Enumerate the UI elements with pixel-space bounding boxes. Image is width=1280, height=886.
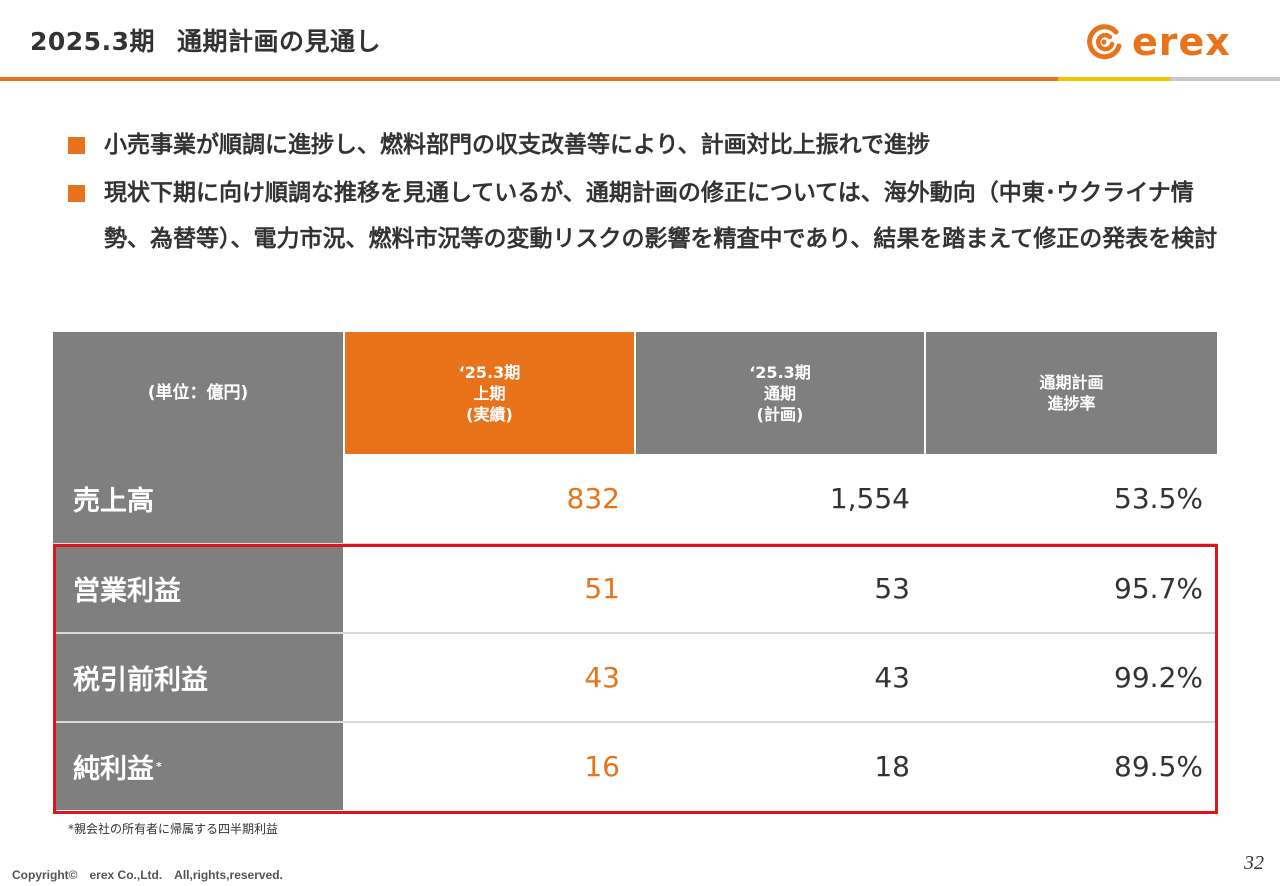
footnote: *親会社の所有者に帰属する四半期利益 [68, 822, 279, 836]
page-title: 2025.3期 通期計画の見通し [30, 22, 381, 58]
rate-value: 53.5% [1114, 482, 1203, 515]
footnote-marker: * [156, 760, 162, 773]
row-label: 売上高 [53, 454, 343, 543]
actual-value: 43 [584, 661, 620, 694]
fiscal-period: 2025.3期 [30, 27, 155, 56]
row-label: 税引前利益 [53, 634, 343, 721]
table-row: 売上高 832 1,554 53.5% [53, 454, 1217, 543]
plan-value: 53 [874, 572, 910, 605]
actual-value: 51 [584, 572, 620, 605]
row-label: 営業利益 [53, 545, 343, 632]
bullet-list: 小売事業が順調に進捗し、燃料部門の収支改善等により、計画対比上振れで進捗 現状下… [68, 122, 1228, 264]
bullet-item: 現状下期に向け順調な推移を見通しているが、通期計画の修正については、海外動向（中… [68, 170, 1228, 262]
bullet-item: 小売事業が順調に進捗し、燃料部門の収支改善等により、計画対比上振れで進捗 [68, 122, 1228, 168]
forecast-table: (単位：億円) ‘25.3期 上期 (実績) ‘25.3期 通期 (計画) 通期… [53, 332, 1217, 810]
erex-logo-icon [1087, 24, 1122, 60]
logo-text: erex [1132, 20, 1231, 64]
progress-rate-header: 通期計画 進捗率 [924, 332, 1217, 454]
title-text: 通期計画の見通し [176, 27, 381, 56]
square-bullet-icon [68, 185, 85, 202]
rate-value: 99.2% [1114, 661, 1203, 694]
bullet-text: 現状下期に向け順調な推移を見通しているが、通期計画の修正については、海外動向（中… [104, 180, 1218, 252]
table-row: 営業利益 51 53 95.7% [53, 543, 1217, 632]
copyright: Copyright© erex Co.,Ltd. All,rights,rese… [12, 868, 283, 882]
rate-value: 95.7% [1114, 572, 1203, 605]
erex-logo: erex [1086, 20, 1231, 64]
page-number: 32 [1244, 852, 1264, 874]
row-label: 純利益 * [53, 723, 343, 810]
table-row: 純利益 * 16 18 89.5% [53, 721, 1217, 810]
actual-value: 16 [584, 750, 620, 783]
title-divider [0, 77, 1280, 81]
actual-value: 832 [566, 482, 620, 515]
square-bullet-icon [68, 137, 85, 154]
rate-value: 89.5% [1114, 750, 1203, 783]
bullet-text: 小売事業が順調に進捗し、燃料部門の収支改善等により、計画対比上振れで進捗 [104, 132, 930, 158]
plan-value: 43 [874, 661, 910, 694]
plan-value: 18 [874, 750, 910, 783]
unit-header: (単位：億円) [53, 332, 343, 454]
h1-actual-header: ‘25.3期 上期 (実績) [343, 332, 634, 454]
table-header-row: (単位：億円) ‘25.3期 上期 (実績) ‘25.3期 通期 (計画) 通期… [53, 332, 1217, 454]
plan-value: 1,554 [829, 482, 910, 515]
table-row: 税引前利益 43 43 99.2% [53, 632, 1217, 721]
full-year-plan-header: ‘25.3期 通期 (計画) [634, 332, 924, 454]
